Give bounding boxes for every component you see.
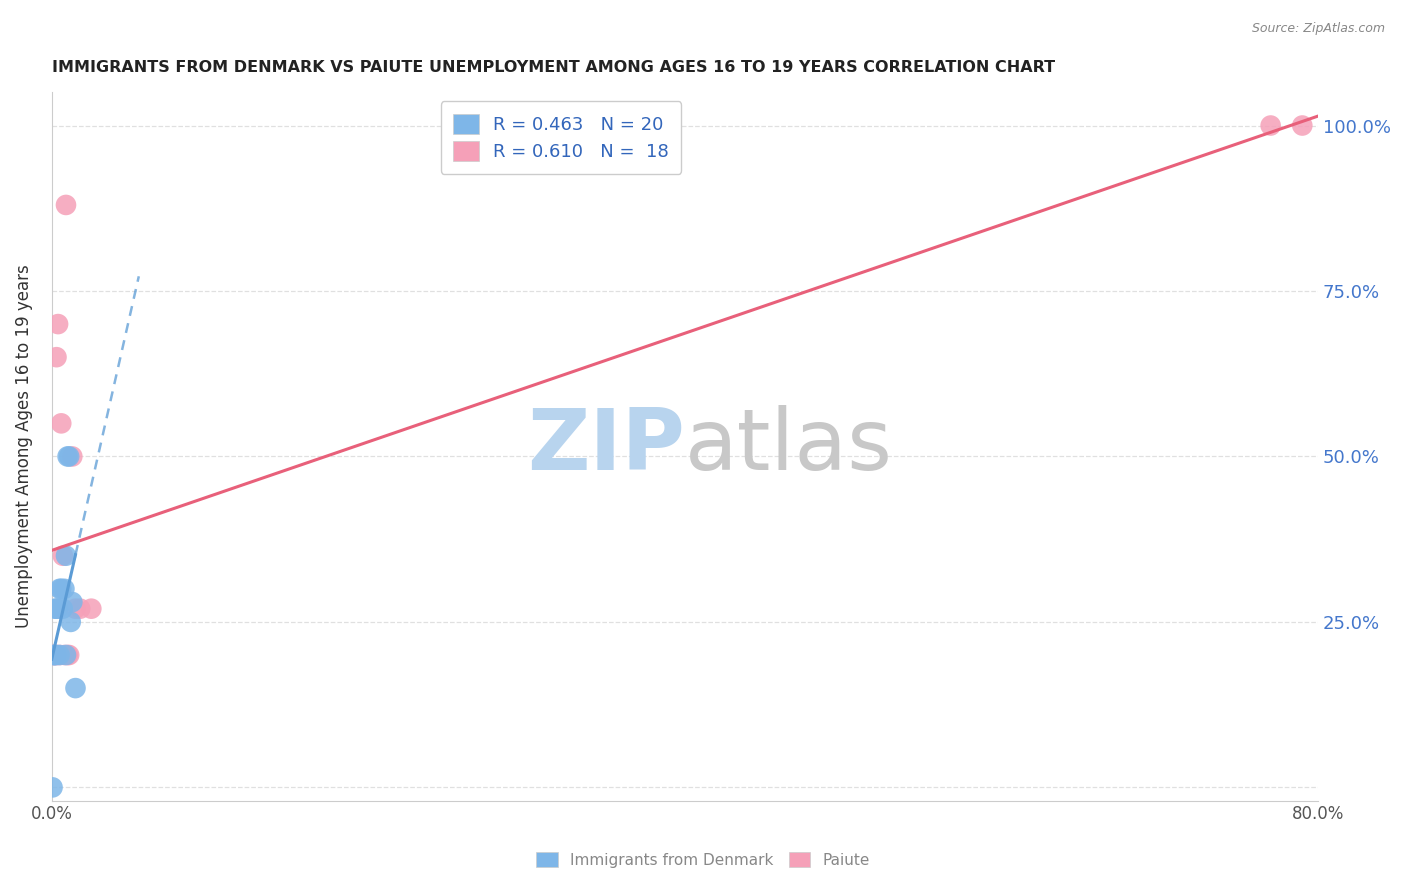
Point bbox=[44, 601, 66, 615]
Point bbox=[59, 615, 82, 629]
Text: IMMIGRANTS FROM DENMARK VS PAIUTE UNEMPLOYMENT AMONG AGES 16 TO 19 YEARS CORRELA: IMMIGRANTS FROM DENMARK VS PAIUTE UNEMPL… bbox=[52, 60, 1054, 75]
Point bbox=[58, 648, 80, 662]
Point bbox=[53, 648, 76, 662]
Point bbox=[56, 648, 79, 662]
Point bbox=[42, 648, 65, 662]
Point bbox=[1291, 119, 1313, 133]
Point bbox=[53, 582, 76, 596]
Point bbox=[45, 350, 67, 364]
Point bbox=[80, 601, 103, 615]
Y-axis label: Unemployment Among Ages 16 to 19 years: Unemployment Among Ages 16 to 19 years bbox=[15, 265, 32, 628]
Point bbox=[45, 648, 67, 662]
Point bbox=[69, 601, 91, 615]
Point bbox=[55, 648, 77, 662]
Point bbox=[58, 450, 80, 464]
Point bbox=[60, 450, 83, 464]
Point bbox=[44, 648, 66, 662]
Text: Source: ZipAtlas.com: Source: ZipAtlas.com bbox=[1251, 22, 1385, 36]
Point bbox=[55, 549, 77, 563]
Point bbox=[48, 582, 70, 596]
Legend: Immigrants from Denmark, Paiute: Immigrants from Denmark, Paiute bbox=[529, 845, 877, 875]
Point bbox=[65, 601, 87, 615]
Point bbox=[60, 595, 83, 609]
Point bbox=[44, 648, 66, 662]
Point bbox=[42, 648, 65, 662]
Point bbox=[56, 450, 79, 464]
Point bbox=[45, 648, 67, 662]
Point bbox=[42, 648, 65, 662]
Text: ZIP: ZIP bbox=[527, 405, 685, 488]
Point bbox=[48, 648, 70, 662]
Point bbox=[46, 317, 69, 331]
Legend: R = 0.463   N = 20, R = 0.610   N =  18: R = 0.463 N = 20, R = 0.610 N = 18 bbox=[440, 102, 682, 174]
Point bbox=[51, 417, 73, 431]
Point bbox=[52, 601, 75, 615]
Point bbox=[51, 582, 73, 596]
Point bbox=[55, 198, 77, 212]
Text: atlas: atlas bbox=[685, 405, 893, 488]
Point bbox=[41, 780, 63, 795]
Point bbox=[48, 648, 70, 662]
Point bbox=[46, 601, 69, 615]
Point bbox=[1260, 119, 1282, 133]
Point bbox=[45, 601, 67, 615]
Point bbox=[65, 681, 87, 695]
Point bbox=[52, 549, 75, 563]
